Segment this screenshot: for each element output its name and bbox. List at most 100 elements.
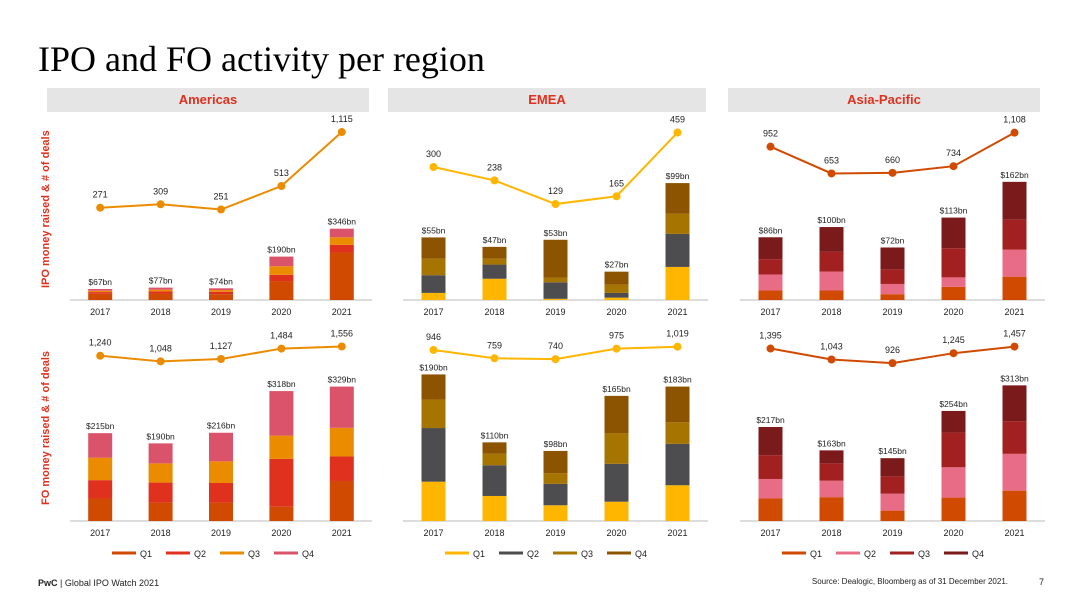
ipo-americas-money-label-2021: $346bn: [328, 217, 357, 227]
ipo-asia-pacific-bar-q4-2019: [880, 247, 905, 270]
fo-asia-pacific-money-label-2021: $313bn: [1000, 373, 1029, 383]
fo-americas-bar-q3-2020: [269, 435, 294, 459]
ipo-americas-tick-2020: 2020: [271, 307, 291, 317]
fo-americas-money-label-2020: $318bn: [267, 379, 296, 389]
fo-emea-deals-point-2018: [490, 354, 499, 363]
fo-americas-money-label-2018: $190bn: [146, 431, 175, 441]
ipo-americas-bar-q4-2020: [269, 256, 294, 267]
ipo-asia-pacific-deals-point-2019: [888, 168, 897, 177]
fo-asia-pacific-bar-q3-2019: [880, 476, 905, 494]
fo-asia-pacific-bar-q4-2018: [819, 450, 844, 464]
ipo-emea-tick-2021: 2021: [667, 307, 687, 317]
fo-asia-pacific-deals-label-2018: 1,043: [820, 341, 843, 351]
ipo-americas-bar-q4-2018: [148, 287, 173, 290]
ipo-emea-tick-2020: 2020: [606, 307, 626, 317]
ipo-emea-deals-point-2018: [490, 176, 499, 185]
ipo-asia-pacific-deals-label-2020: 734: [946, 148, 961, 158]
fo-asia-pacific-bar-q1-2018: [819, 497, 844, 521]
fo-americas-bar-q2-2020: [269, 458, 294, 507]
ipo-americas-money-label-2020: $190bn: [267, 245, 296, 255]
fo-emea-deals-point-2020: [612, 344, 621, 353]
ipo-americas-deals-label-2017: 271: [93, 190, 108, 200]
fo-asia-pacific-bar-q4-2017: [758, 426, 783, 456]
fo-asia-pacific-deals-label-2020: 1,245: [942, 335, 965, 345]
ipo-emea-deals-point-2019: [551, 200, 560, 209]
fo-americas-bar-q3-2017: [88, 457, 113, 481]
fo-asia-pacific-bar-q2-2020: [941, 467, 966, 498]
region-header-asia-pacific: Asia-Pacific: [728, 88, 1040, 112]
ipo-americas-bar-q2-2018: [148, 291, 173, 294]
fo-asia-pacific-bar-q4-2019: [880, 458, 905, 477]
fo-emea-money-label-2017: $190bn: [419, 362, 448, 372]
fo-americas-tick-2018: 2018: [151, 528, 171, 538]
ipo-asia-pacific-bar-q3-2018: [819, 251, 844, 272]
legend-americas-label-q3: Q3: [248, 549, 260, 559]
fo-americas-bar-q1-2021: [329, 480, 354, 521]
fo-emea-bar-q4-2017: [421, 374, 446, 400]
fo-asia-pacific-money-label-2020: $254bn: [939, 399, 968, 409]
legend-asia-pacific-label-q2: Q2: [864, 549, 876, 559]
fo-emea-bar-q1-2019: [543, 505, 568, 521]
fo-americas-bar-q4-2021: [329, 386, 354, 428]
ipo-americas-deals-point-2021: [337, 128, 346, 137]
ipo-emea-bar-q2-2021: [665, 233, 690, 267]
fo-emea-tick-2017: 2017: [423, 528, 443, 538]
ipo-americas-bar-q1-2020: [269, 281, 294, 300]
fo-emea-bar-q2-2020: [604, 463, 629, 502]
ipo-emea-deals-label-2019: 129: [548, 186, 563, 196]
fo-asia-pacific-deals-label-2021: 1,457: [1003, 329, 1026, 339]
ipo-asia-pacific-deals-label-2017: 952: [763, 129, 778, 139]
legend-emea-label-q3: Q3: [581, 549, 593, 559]
ipo-emea-bar-q1-2021: [665, 266, 690, 300]
fo-emea-money-label-2020: $165bn: [602, 384, 631, 394]
fo-americas-bar-q1-2019: [209, 502, 233, 521]
fo-asia-pacific-tick-2019: 2019: [882, 528, 902, 538]
fo-americas-deals-point-2019: [217, 355, 225, 364]
ipo-emea-deals-label-2021: 459: [670, 115, 685, 125]
ipo-asia-pacific-bar-q2-2018: [819, 271, 844, 291]
fo-asia-pacific-bar-q1-2019: [880, 510, 905, 521]
legend-emea-label-q2: Q2: [527, 549, 539, 559]
ipo-asia-pacific-bar-q4-2020: [941, 217, 966, 249]
ipo-americas-bar-q3-2019: [209, 290, 233, 292]
ipo-asia-pacific-bar-q4-2017: [758, 237, 783, 260]
ipo-asia-pacific-bar-q3-2020: [941, 248, 966, 278]
fo-americas-bar-q3-2021: [329, 427, 354, 457]
ipo-americas-bar-q3-2017: [88, 290, 113, 293]
ipo-emea-deals-point-2017: [429, 163, 438, 171]
fo-asia-pacific-deals-point-2021: [1010, 342, 1019, 351]
fo-americas-deals-label-2021: 1,556: [331, 328, 354, 338]
fo-emea-bar-q3-2018: [482, 453, 507, 466]
region-header-americas: Americas: [47, 88, 369, 112]
ipo-americas-money-label-2018: $77bn: [149, 276, 173, 286]
ipo-emea-bar-q1-2019: [543, 298, 568, 300]
ipo-americas-deals-label-2019: 251: [213, 191, 228, 201]
ipo-emea-money-label-2017: $55bn: [422, 225, 446, 235]
ipo-asia-pacific-deals-point-2020: [949, 162, 958, 171]
ipo-asia-pacific-tick-2019: 2019: [882, 307, 902, 317]
fo-emea-bar-q3-2020: [604, 433, 629, 464]
fo-emea-deals-point-2017: [429, 345, 438, 354]
fo-americas-bar-q2-2019: [209, 483, 233, 503]
fo-emea-bar-q3-2017: [421, 399, 446, 429]
fo-asia-pacific-deals-point-2018: [827, 355, 836, 364]
fo-emea-deals-label-2021: 1,019: [666, 329, 689, 339]
legend-emea-label-q1: Q1: [473, 549, 485, 559]
ipo-asia-pacific-money-label-2020: $113bn: [940, 206, 968, 216]
ipo-emea-tick-2019: 2019: [545, 307, 565, 317]
ipo-asia-pacific-deals-label-2021: 1,108: [1003, 115, 1026, 125]
ipo-asia-pacific-deals-point-2021: [1010, 128, 1019, 137]
fo-americas-bar-q4-2018: [148, 443, 173, 464]
fo-emea-deals-label-2018: 759: [487, 340, 502, 350]
ipo-asia-pacific-bar-q1-2017: [758, 290, 783, 300]
ipo-emea-deals-point-2020: [612, 192, 621, 201]
fo-americas-deals-label-2019: 1,127: [210, 341, 233, 351]
ipo-americas-tick-2018: 2018: [151, 307, 171, 317]
fo-americas-bar-q1-2020: [269, 506, 294, 521]
ipo-emea-bar-q4-2019: [543, 239, 568, 278]
fo-emea-bar-q1-2017: [421, 481, 446, 521]
ipo-asia-pacific-bar-q1-2018: [819, 290, 844, 300]
ipo-asia-pacific-bar-q1-2020: [941, 286, 966, 300]
fo-asia-pacific-bar-q2-2019: [880, 493, 905, 511]
